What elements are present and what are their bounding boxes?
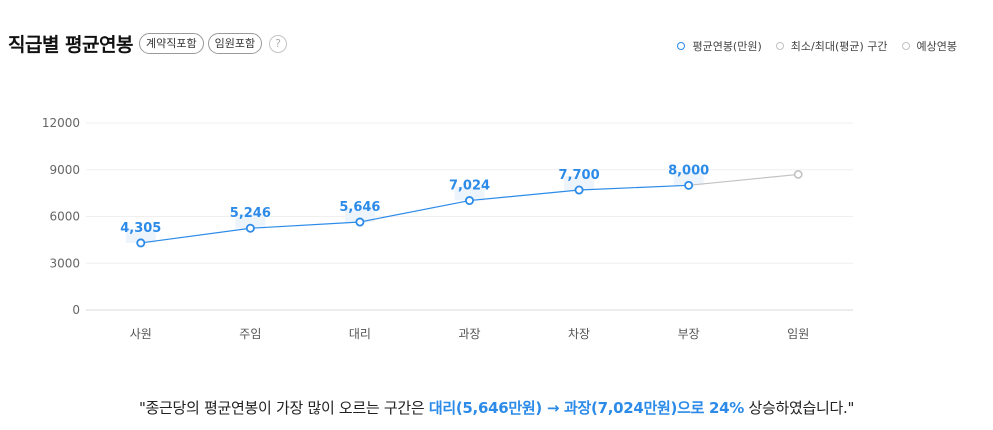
y-tick-label: 9000	[49, 163, 80, 177]
legend-item-expected[interactable]: 예상연봉	[901, 38, 957, 54]
expected-point	[793, 170, 803, 179]
legend-dot-icon	[677, 42, 686, 50]
range-band	[454, 186, 485, 201]
average-point	[464, 196, 474, 206]
page-title: 직급별 평균연봉	[8, 34, 133, 56]
legend-label: 최소/최대(평균) 구간	[790, 40, 888, 53]
data-label: 5,246	[230, 206, 271, 221]
x-tick-label: 부장	[678, 327, 700, 341]
expected-series-line	[688, 173, 799, 186]
x-tick-label: 주임	[239, 327, 261, 341]
legend-label: 평균연봉(만원)	[692, 40, 762, 53]
data-label: 8,000	[668, 163, 709, 178]
summary-prefix: "종근당의 평균연봉이 가장 많이 오르는 구간은	[138, 399, 429, 417]
range-band	[344, 208, 375, 223]
average-point	[684, 180, 694, 190]
legend-dot-icon	[775, 42, 784, 50]
x-tick-label: 사원	[130, 327, 152, 341]
line-chart: 0 3000 6000 9000 12000 사원 주임 대리 과장 차장 부장 임원 4,305 5,2…	[42, 116, 853, 341]
average-point	[574, 185, 584, 195]
legend-dot-icon	[901, 42, 910, 50]
range-band	[235, 214, 266, 229]
y-tick-label: 3000	[49, 256, 80, 270]
data-label: 5,646	[339, 200, 380, 215]
x-tick-label: 대리	[349, 327, 371, 341]
range-band	[125, 228, 156, 243]
range-band	[673, 171, 704, 186]
tag-executive[interactable]: 임원포함	[207, 33, 263, 54]
average-series-line	[140, 184, 689, 244]
data-label: 7,024	[449, 179, 490, 194]
help-icon[interactable]: ?	[269, 34, 288, 53]
y-tick-label: 0	[72, 303, 80, 317]
summary-highlight: 대리(5,646만원) → 과장(7,024만원)으로 24%	[428, 399, 745, 417]
average-point	[136, 238, 146, 248]
legend-label: 예상연봉	[916, 40, 957, 53]
x-tick-label: 과장	[458, 327, 480, 341]
x-tick-label: 임원	[787, 327, 809, 341]
x-tick-label: 차장	[568, 327, 590, 341]
tag-contract[interactable]: 계약직포함	[138, 33, 204, 54]
y-tick-label: 12000	[42, 116, 80, 130]
range-band	[564, 176, 595, 191]
summary-text: "종근당의 평균연봉이 가장 많이 오르는 구간은 대리(5,646만원) → …	[0, 397, 993, 418]
data-label: 7,700	[559, 168, 600, 183]
chart-legend: 평균연봉(만원) 최소/최대(평균) 구간 예상연봉	[663, 38, 957, 54]
y-tick-label: 6000	[49, 210, 80, 224]
average-point	[245, 223, 255, 233]
legend-item-range[interactable]: 최소/최대(평균) 구간	[775, 38, 888, 54]
data-label: 4,305	[120, 221, 161, 236]
legend-item-average[interactable]: 평균연봉(만원)	[677, 38, 762, 54]
summary-suffix: 상승하였습니다."	[744, 399, 855, 417]
average-point	[355, 217, 365, 227]
chart-header: 직급별 평균연봉 계약직포함 임원포함 ?	[8, 30, 288, 57]
